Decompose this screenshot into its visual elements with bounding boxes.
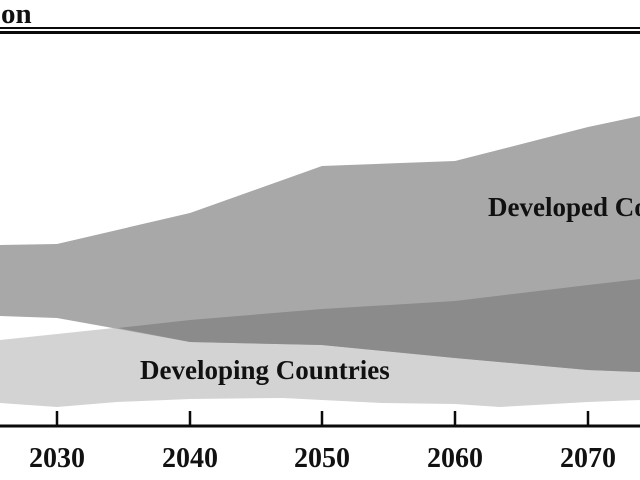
top-rule-thin — [0, 27, 640, 29]
x-tick-label: 2030 — [29, 443, 85, 474]
x-tick-label: 2050 — [294, 443, 350, 474]
x-tick-label: 2040 — [162, 443, 218, 474]
x-tick-label: 2060 — [427, 443, 483, 474]
bands-overlap — [118, 279, 640, 372]
y-axis-title-fragment: on — [1, 0, 32, 30]
top-rule-thick — [0, 31, 640, 34]
x-tick-label: 2070 — [560, 443, 616, 474]
developing-countries-label: Developing Countries — [140, 355, 390, 385]
developed-countries-label: Developed Cou — [488, 192, 640, 222]
